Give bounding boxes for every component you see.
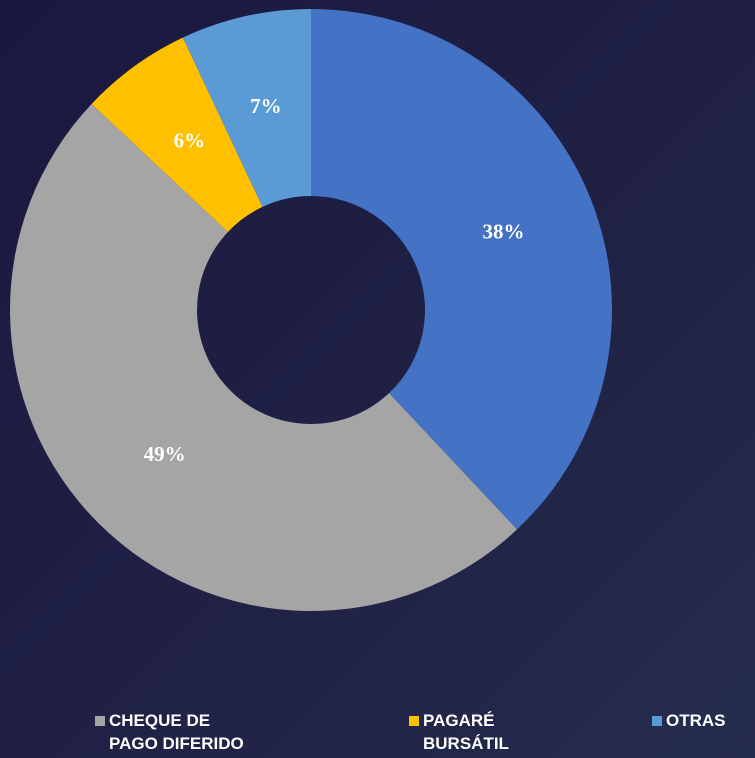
donut-slice bbox=[9, 103, 518, 612]
data-label: 7% bbox=[250, 94, 282, 118]
donut-slice bbox=[91, 37, 263, 232]
data-label: 38% bbox=[482, 220, 524, 244]
legend-swatch bbox=[652, 716, 662, 726]
chart: 38% 49% 6% 7% bbox=[9, 8, 613, 612]
legend-item: CHEQUE DE PAGO DIFERIDO bbox=[95, 709, 249, 755]
donut-slice bbox=[182, 8, 311, 207]
legend-swatch bbox=[409, 716, 419, 726]
legend-label: CHEQUE DE PAGO DIFERIDO bbox=[109, 711, 244, 753]
legend-item: OTRAS bbox=[652, 709, 755, 732]
legend-label: OTRAS bbox=[666, 711, 726, 730]
data-label: 6% bbox=[174, 128, 206, 152]
legend-item: PAGARÉ BURSÁTIL bbox=[409, 709, 523, 755]
donut-slice bbox=[311, 9, 613, 530]
legend-label: PAGARÉ BURSÁTIL bbox=[423, 711, 509, 753]
legend-swatch bbox=[95, 716, 105, 726]
data-label: 49% bbox=[144, 442, 186, 466]
